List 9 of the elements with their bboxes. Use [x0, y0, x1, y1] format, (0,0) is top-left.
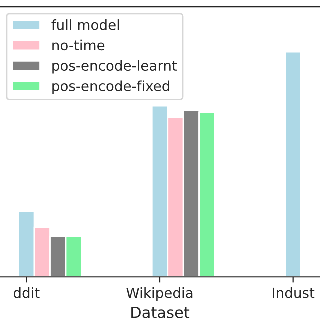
x-tick-label: ddit — [14, 288, 40, 298]
legend-label: pos-encode-learnt — [52, 60, 178, 74]
legend-label: no-time — [52, 40, 105, 51]
x-tick-label: Indust — [273, 288, 315, 298]
x-tick-label: Wikipedia — [126, 288, 193, 301]
x-axis-title: Dataset — [132, 307, 190, 318]
legend-label: pos-encode-fixed — [52, 80, 170, 94]
legend-label: full model — [52, 20, 120, 30]
bar — [284, 51, 302, 278]
